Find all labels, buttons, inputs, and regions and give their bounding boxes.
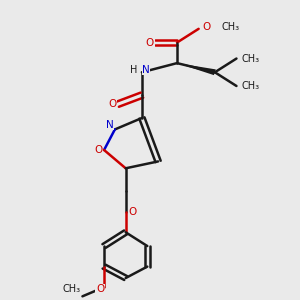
Text: N: N xyxy=(142,65,150,75)
Text: O: O xyxy=(202,22,211,32)
Text: O: O xyxy=(94,145,103,155)
Text: O: O xyxy=(128,207,136,217)
Text: O: O xyxy=(146,38,154,47)
Text: CH₃: CH₃ xyxy=(63,284,81,295)
Text: CH₃: CH₃ xyxy=(222,22,240,32)
Polygon shape xyxy=(177,63,216,75)
Text: N: N xyxy=(106,120,113,130)
Text: CH₃: CH₃ xyxy=(242,53,260,64)
Text: O: O xyxy=(96,284,104,295)
Text: O: O xyxy=(108,99,116,109)
Text: CH₃: CH₃ xyxy=(242,81,260,91)
Text: H: H xyxy=(130,65,137,75)
